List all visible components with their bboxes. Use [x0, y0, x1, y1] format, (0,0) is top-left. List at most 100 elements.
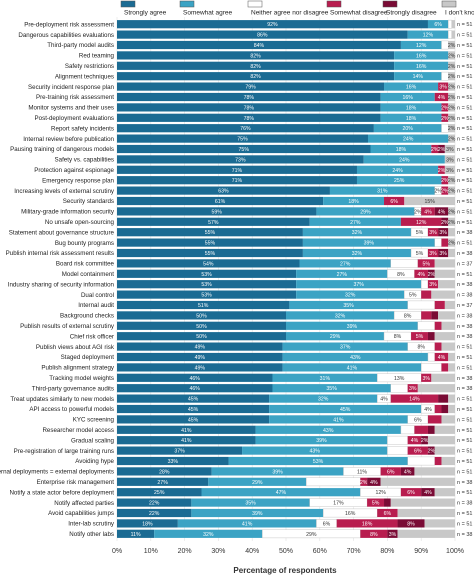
- n-label: n = 51: [457, 43, 472, 49]
- bar-segment: [117, 248, 303, 258]
- bar-segment: [302, 228, 412, 237]
- bar-row: Security incident response plan 79% 16% 3% 2…: [28, 82, 472, 91]
- n-label: n = 38: [457, 501, 472, 507]
- data-label: 8%: [404, 313, 412, 319]
- bar-segment: [441, 415, 455, 424]
- bar-segment: [411, 332, 428, 341]
- bar-row: Pausing training of dangerous models 75% 1…: [10, 144, 472, 153]
- n-label: n = 51: [457, 490, 472, 496]
- n-label: n = 38: [457, 324, 472, 330]
- x-tick-label: 70%: [347, 548, 361, 555]
- data-label: 24%: [399, 157, 410, 163]
- bar-segment: [448, 207, 455, 216]
- bar-segment: [417, 384, 455, 393]
- bar-segment: [211, 467, 344, 476]
- bar-row: Researcher model access 41% 43% n = 51: [42, 425, 472, 435]
- legend: Strongly agree Somewhat agree Neither agre…: [120, 0, 474, 17]
- bar-row: No unsafe open-sourcing 57% 27% 12% 2% 2% n = …: [45, 217, 472, 226]
- data-label: 41%: [181, 428, 192, 434]
- bar-segment: [117, 373, 273, 382]
- bar-segment: [438, 82, 449, 91]
- bar-segment: [117, 363, 283, 372]
- category-label: Gradual scaling: [71, 437, 115, 444]
- bar-row: Emergency response plan 71% 25% 2% 2% n = 51: [42, 176, 472, 184]
- x-tick-label: 100%: [446, 548, 464, 555]
- data-label: 3%: [446, 147, 454, 153]
- n-label: n = 38: [457, 251, 472, 257]
- bar-segment: [434, 488, 455, 497]
- bar-segment: [441, 404, 449, 414]
- data-label: 50%: [196, 334, 207, 340]
- bar-segment: [441, 342, 455, 351]
- data-label: 4%: [438, 355, 446, 361]
- bar-segment: [117, 394, 270, 403]
- bar-segment: [448, 352, 455, 362]
- data-label: 2%: [438, 168, 446, 174]
- data-label: 49%: [195, 365, 206, 371]
- data-label: 13%: [394, 376, 405, 382]
- bar-segment: [417, 321, 435, 331]
- bar-segment: [302, 238, 435, 247]
- data-label: 61%: [215, 199, 226, 205]
- bar-segment: [380, 92, 435, 102]
- bar-segment: [427, 269, 435, 278]
- data-label: 22%: [149, 501, 160, 507]
- legend-swatch: [441, 0, 457, 8]
- legend-swatch: [382, 0, 398, 8]
- data-label: 2%: [441, 220, 449, 226]
- bar-segment: [441, 176, 449, 185]
- data-label: 2%: [448, 64, 456, 70]
- data-label: 49%: [195, 355, 206, 361]
- n-label: n = 51: [457, 345, 472, 351]
- bar-segment: [117, 508, 192, 518]
- data-label: 33%: [168, 459, 179, 465]
- data-label: 5%: [416, 230, 424, 236]
- data-label: 32%: [335, 313, 346, 319]
- data-label: 55%: [205, 230, 216, 236]
- bar-segment: [444, 155, 455, 164]
- bar-segment: [390, 383, 408, 393]
- n-label: n = 51: [457, 407, 472, 413]
- data-label: 2%: [448, 43, 456, 49]
- bar-segment: [117, 20, 428, 29]
- n-label: n = 51: [457, 417, 472, 423]
- bar-segment: [421, 290, 432, 299]
- legend-swatch: [326, 0, 342, 8]
- bar-segment: [272, 373, 378, 382]
- bar-row: Staged deployment 49% 43% 4% n = 51: [61, 352, 472, 362]
- bar-segment: [421, 207, 435, 216]
- data-label: 4%: [424, 209, 432, 215]
- data-label: 57%: [208, 220, 219, 226]
- bar-segment: [316, 207, 415, 216]
- bar-segment: [117, 30, 408, 39]
- data-label: 2%: [448, 241, 456, 247]
- bar-segment: [360, 477, 368, 486]
- bar-segment: [117, 332, 286, 341]
- bar-row: Report safety incidents 76% 20% 2% n = 51: [51, 123, 472, 133]
- bar-segment: [431, 311, 439, 320]
- category-label: Monitor systems and their uses: [28, 105, 114, 112]
- bar-segment: [117, 155, 364, 164]
- data-label: 2%: [428, 449, 436, 455]
- category-label: Emergency response plan: [42, 177, 114, 184]
- bar-row: Dangerous capabilities evaluations 86% 12%…: [18, 30, 472, 39]
- bar-segment: [380, 477, 455, 486]
- x-tick-label: 0%: [112, 548, 122, 555]
- data-label: 2%: [448, 189, 456, 195]
- bar-segment: [438, 311, 455, 320]
- data-label: 24%: [392, 168, 403, 174]
- bar-segment: [360, 529, 388, 538]
- data-label: 2%: [448, 53, 456, 59]
- bar-row: Post-deployment evaluations 78% 18% 2% 2% n =…: [35, 113, 472, 122]
- bar-segment: [117, 488, 202, 497]
- bar-segment: [427, 436, 455, 445]
- category-label: Notify a state actor before deployment: [9, 489, 114, 496]
- data-label: 27%: [157, 480, 168, 486]
- data-label: 32%: [203, 532, 214, 538]
- data-label: 25%: [154, 490, 165, 496]
- bar-row: Monitor systems and their uses 78% 18% 2% 2%…: [28, 103, 472, 112]
- data-label: 73%: [235, 157, 246, 163]
- bar-segment: [384, 82, 439, 91]
- data-label: 55%: [205, 241, 216, 247]
